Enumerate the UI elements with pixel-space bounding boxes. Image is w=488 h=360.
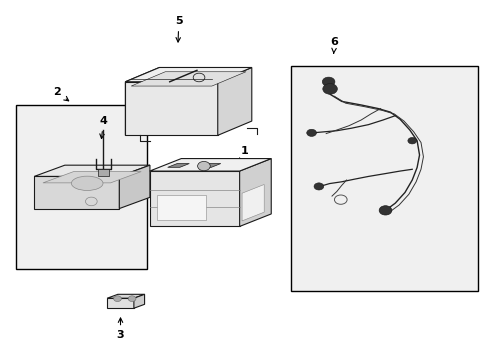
Text: 4: 4 <box>100 116 107 139</box>
Text: 5: 5 <box>175 16 183 42</box>
Circle shape <box>322 84 337 94</box>
Polygon shape <box>125 67 159 135</box>
Circle shape <box>313 183 323 190</box>
Polygon shape <box>119 165 150 208</box>
Bar <box>290 66 477 291</box>
Circle shape <box>197 161 210 171</box>
Circle shape <box>306 129 316 136</box>
Polygon shape <box>107 294 144 298</box>
Polygon shape <box>239 158 271 226</box>
Text: 3: 3 <box>117 318 124 341</box>
Polygon shape <box>43 172 141 183</box>
Polygon shape <box>125 67 251 82</box>
Polygon shape <box>134 294 144 308</box>
Polygon shape <box>199 163 221 167</box>
Polygon shape <box>149 158 271 171</box>
Polygon shape <box>34 176 119 208</box>
Circle shape <box>128 296 136 302</box>
Polygon shape <box>149 171 239 226</box>
Ellipse shape <box>71 176 103 190</box>
Text: 6: 6 <box>330 37 338 53</box>
Circle shape <box>407 138 416 144</box>
Bar <box>157 195 206 220</box>
Circle shape <box>322 77 334 86</box>
Polygon shape <box>167 163 189 167</box>
Polygon shape <box>131 72 245 86</box>
Circle shape <box>378 206 391 215</box>
Bar <box>16 105 147 269</box>
Circle shape <box>113 296 121 302</box>
Polygon shape <box>217 67 251 135</box>
Text: 1: 1 <box>239 147 248 163</box>
Polygon shape <box>242 184 264 221</box>
Polygon shape <box>107 298 134 308</box>
Text: 2: 2 <box>53 87 68 101</box>
Polygon shape <box>125 82 217 135</box>
Bar <box>98 169 109 176</box>
Polygon shape <box>34 165 150 176</box>
